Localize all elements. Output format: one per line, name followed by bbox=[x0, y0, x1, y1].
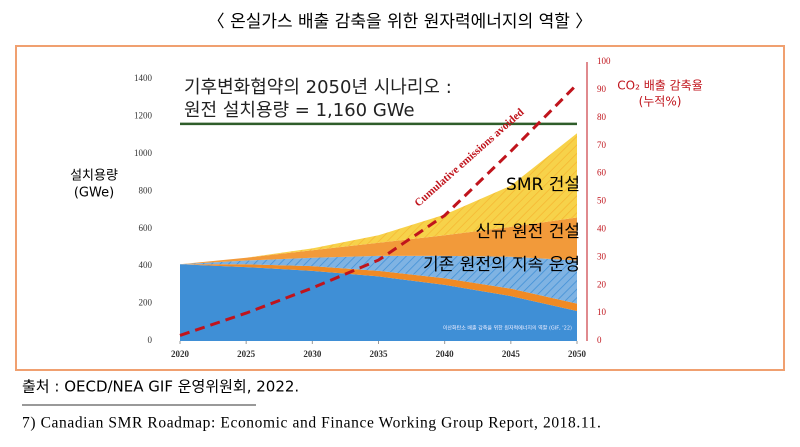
y2-tick-label: 20 bbox=[597, 279, 607, 289]
y2-tick-label: 90 bbox=[597, 84, 607, 94]
area bbox=[180, 133, 577, 265]
line bbox=[179, 83, 579, 337]
y-tick-label: 200 bbox=[139, 298, 153, 308]
y2-tick-label: 80 bbox=[597, 112, 607, 122]
y2-axis-title: (누적%) bbox=[639, 95, 682, 109]
area-label: 신규 원전 건설 bbox=[475, 222, 580, 242]
x-tick-label: 2045 bbox=[502, 349, 521, 359]
x-tick-label: 2020 bbox=[171, 349, 190, 359]
source: 출처 : OECD/NEA GIF 운영위원회, 2022. bbox=[22, 378, 299, 396]
y-tick-label: 0 bbox=[148, 335, 153, 345]
area bbox=[180, 217, 577, 265]
area bbox=[180, 264, 577, 341]
area bbox=[180, 264, 577, 312]
y-axis-title: (GWe) bbox=[74, 186, 114, 201]
chart-title: 기후변화협약의 2050년 시나리오 : bbox=[184, 77, 452, 98]
area-label: SMR 건설 bbox=[506, 175, 580, 195]
y2-tick-label: 30 bbox=[597, 251, 607, 261]
y2-tick-label: 70 bbox=[597, 140, 607, 150]
y2-axis-title: CO₂ 배출 감축율 bbox=[617, 79, 702, 93]
watermark: 이산화탄소 배출 감축을 위한 원자력에너지의 역할 (GIF, '22) bbox=[443, 325, 572, 332]
footnote: 7) Canadian SMR Roadmap: Economic and Fi… bbox=[22, 415, 601, 432]
page-title: 〈 온실가스 배출 감축을 위한 원자력에너지의 역할 〉 bbox=[208, 12, 593, 32]
frame bbox=[15, 45, 785, 371]
x-tick-label: 2050 bbox=[568, 349, 587, 359]
x-tick-label: 2030 bbox=[303, 349, 322, 359]
y2-tick-label: 10 bbox=[597, 307, 607, 317]
y-tick-label: 1000 bbox=[134, 148, 153, 158]
y-axis-title: 설치용량 bbox=[70, 169, 118, 184]
x-tick-label: 2025 bbox=[237, 349, 256, 359]
y2-tick-label: 0 bbox=[597, 335, 602, 345]
y-tick-label: 400 bbox=[139, 260, 153, 270]
y2-tick-label: 60 bbox=[597, 168, 607, 178]
y2-tick-label: 50 bbox=[597, 196, 607, 206]
area bbox=[180, 255, 577, 304]
y2-tick-label: 40 bbox=[597, 223, 607, 233]
y-tick-label: 1400 bbox=[134, 73, 153, 83]
y2-tick-label: 100 bbox=[597, 56, 611, 66]
area-label: 기존 원전의 지속 운영 bbox=[423, 255, 580, 275]
y-tick-label: 1200 bbox=[134, 110, 153, 120]
y-tick-label: 800 bbox=[139, 185, 153, 195]
x-tick-label: 2035 bbox=[370, 349, 389, 359]
plot: 0200400600800100012001400010203040506070… bbox=[70, 56, 703, 359]
y-tick-label: 600 bbox=[139, 223, 153, 233]
x-tick-label: 2040 bbox=[436, 349, 455, 359]
chart-title: 원전 설치용량 = 1,160 GWe bbox=[184, 100, 415, 121]
